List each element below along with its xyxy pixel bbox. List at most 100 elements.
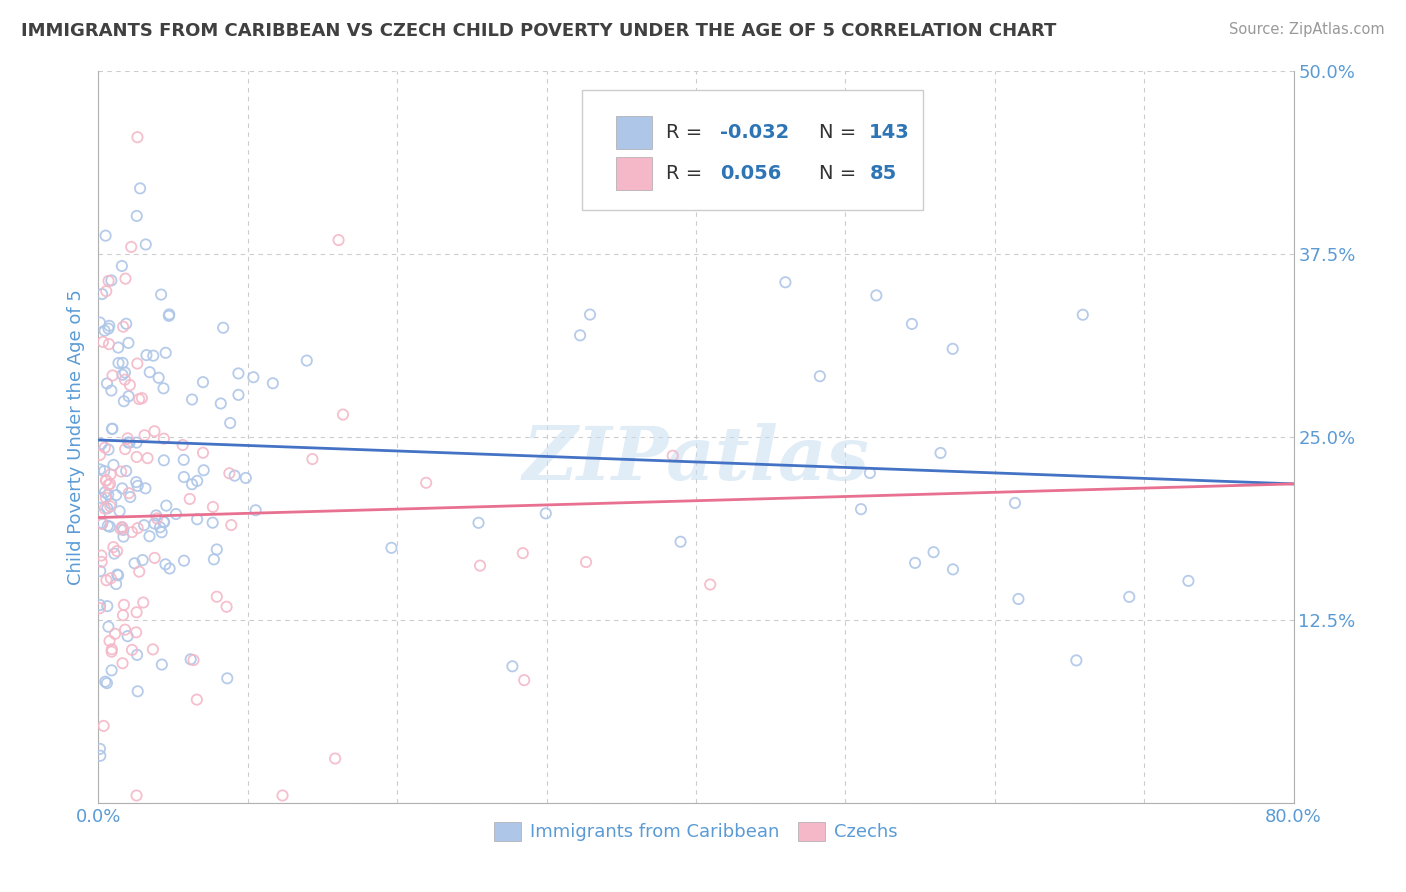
Point bbox=[205, 590, 228, 604]
Point bbox=[271, 789, 294, 803]
Text: IMMIGRANTS FROM CARIBBEAN VS CZECH CHILD POVERTY UNDER THE AGE OF 5 CORRELATION : IMMIGRANTS FROM CARIBBEAN VS CZECH CHILD… bbox=[21, 22, 1056, 40]
Point bbox=[152, 381, 174, 395]
Point bbox=[94, 485, 117, 500]
Point bbox=[100, 571, 122, 585]
Point bbox=[217, 671, 239, 685]
Text: N =: N = bbox=[820, 164, 862, 183]
Point bbox=[929, 446, 952, 460]
Point bbox=[775, 275, 797, 289]
Point bbox=[134, 428, 156, 442]
Point bbox=[699, 577, 721, 591]
Point bbox=[112, 394, 135, 409]
Point bbox=[512, 546, 534, 560]
Point bbox=[110, 522, 132, 536]
Text: N =: N = bbox=[820, 122, 862, 142]
Point bbox=[138, 529, 160, 543]
Point bbox=[91, 516, 114, 531]
Point bbox=[534, 507, 557, 521]
Point bbox=[201, 500, 224, 514]
Point bbox=[100, 645, 122, 659]
Text: R =: R = bbox=[666, 164, 709, 183]
Point bbox=[98, 318, 121, 333]
Point bbox=[143, 424, 166, 438]
Point bbox=[97, 487, 120, 501]
Point bbox=[117, 629, 139, 643]
FancyBboxPatch shape bbox=[582, 90, 922, 211]
Point bbox=[89, 508, 111, 522]
Point bbox=[90, 555, 112, 569]
Y-axis label: Child Poverty Under the Age of 5: Child Poverty Under the Age of 5 bbox=[66, 289, 84, 585]
Point bbox=[136, 451, 159, 466]
Point bbox=[131, 553, 153, 567]
Point bbox=[153, 453, 176, 467]
Point bbox=[245, 503, 267, 517]
Point bbox=[96, 474, 118, 488]
Point bbox=[111, 657, 134, 671]
Point bbox=[865, 288, 887, 302]
Point bbox=[193, 463, 215, 477]
Point bbox=[150, 525, 173, 540]
Point bbox=[111, 608, 134, 623]
Point bbox=[89, 598, 111, 612]
Point bbox=[501, 659, 523, 673]
Point bbox=[127, 684, 149, 698]
Point bbox=[89, 462, 111, 476]
Point bbox=[148, 371, 170, 385]
Point bbox=[172, 438, 194, 452]
Point bbox=[468, 558, 491, 573]
Point bbox=[142, 642, 165, 657]
Point bbox=[112, 530, 135, 544]
Point bbox=[219, 518, 242, 533]
Point bbox=[98, 519, 121, 533]
Point bbox=[105, 544, 128, 558]
Point bbox=[128, 392, 150, 406]
Point bbox=[155, 558, 177, 572]
Point bbox=[922, 545, 945, 559]
Text: 143: 143 bbox=[869, 122, 910, 142]
Point bbox=[183, 653, 205, 667]
Point bbox=[125, 648, 148, 662]
Point bbox=[150, 287, 173, 301]
Point bbox=[94, 674, 117, 689]
Point bbox=[111, 368, 134, 382]
Point bbox=[89, 564, 111, 578]
Point bbox=[904, 556, 927, 570]
Point bbox=[114, 623, 136, 637]
Point bbox=[101, 422, 124, 436]
Point bbox=[186, 474, 208, 488]
Point bbox=[135, 237, 157, 252]
Point bbox=[97, 274, 120, 288]
Point bbox=[118, 435, 141, 450]
Point bbox=[661, 449, 683, 463]
Point bbox=[146, 511, 169, 525]
Point bbox=[242, 370, 264, 384]
Point bbox=[1004, 496, 1026, 510]
Point bbox=[111, 482, 134, 496]
Point bbox=[94, 501, 117, 516]
Point bbox=[96, 599, 118, 614]
Point bbox=[100, 467, 122, 482]
Point bbox=[96, 676, 118, 690]
Point bbox=[90, 549, 112, 563]
Point bbox=[191, 446, 214, 460]
Point bbox=[101, 368, 124, 383]
Point bbox=[415, 475, 437, 490]
Point bbox=[101, 642, 124, 657]
Point bbox=[513, 673, 536, 687]
Point bbox=[901, 317, 924, 331]
Point bbox=[131, 391, 153, 405]
Legend: Immigrants from Caribbean, Czechs: Immigrants from Caribbean, Czechs bbox=[486, 814, 905, 848]
Text: 85: 85 bbox=[869, 164, 897, 183]
Point bbox=[173, 453, 195, 467]
Point bbox=[114, 271, 136, 285]
Point bbox=[100, 273, 122, 287]
Point bbox=[108, 504, 131, 518]
Point bbox=[112, 598, 135, 612]
Point bbox=[111, 259, 134, 273]
Point bbox=[93, 719, 115, 733]
Point bbox=[165, 507, 187, 521]
Point bbox=[101, 422, 124, 436]
Point bbox=[186, 512, 208, 526]
Point bbox=[152, 515, 174, 529]
Point bbox=[179, 491, 201, 506]
